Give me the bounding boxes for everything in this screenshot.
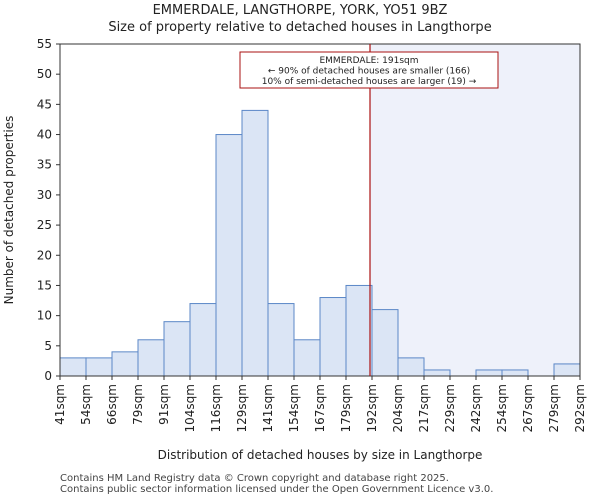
x-tick-label: 242sqm bbox=[469, 384, 483, 432]
x-tick-label: 66sqm bbox=[105, 384, 119, 425]
annotation-line: 10% of semi-detached houses are larger (… bbox=[262, 77, 477, 87]
x-tick-label: 79sqm bbox=[131, 384, 145, 425]
y-tick-label: 45 bbox=[37, 97, 52, 111]
y-tick-label: 10 bbox=[37, 309, 52, 323]
chart-subtitle: Size of property relative to detached ho… bbox=[108, 20, 492, 35]
x-tick-label: 179sqm bbox=[339, 384, 353, 432]
y-tick-label: 30 bbox=[37, 188, 52, 202]
x-tick-label: 217sqm bbox=[417, 384, 431, 432]
chart-title: EMMERDALE, LANGTHORPE, YORK, YO51 9BZ bbox=[152, 3, 448, 18]
x-axis-label: Distribution of detached houses by size … bbox=[158, 448, 483, 462]
annotation-box: EMMERDALE: 191sqm ← 90% of detached hous… bbox=[239, 51, 499, 89]
histogram-bar bbox=[345, 284, 373, 377]
y-tick-label: 15 bbox=[37, 278, 52, 292]
annotation-line: EMMERDALE: 191sqm bbox=[319, 56, 418, 66]
x-tick-label: 267sqm bbox=[521, 384, 535, 432]
histogram-bar bbox=[267, 303, 295, 377]
footer-licence: Contains public sector information licen… bbox=[60, 484, 494, 495]
histogram-bar bbox=[59, 357, 87, 377]
x-tick-label: 41sqm bbox=[53, 384, 67, 425]
highlight-region bbox=[370, 44, 580, 376]
y-axis-label: Number of detached properties bbox=[2, 116, 16, 305]
x-tick-label: 91sqm bbox=[157, 384, 171, 425]
y-tick-label: 25 bbox=[37, 218, 52, 232]
x-tick-label: 141sqm bbox=[261, 384, 275, 432]
y-tick-label: 50 bbox=[37, 67, 52, 81]
y-tick-label: 35 bbox=[37, 158, 52, 172]
y-tick-label: 55 bbox=[37, 37, 52, 51]
y-tick-label: 0 bbox=[44, 369, 52, 383]
x-tick-label: 129sqm bbox=[235, 384, 249, 432]
histogram-bar bbox=[553, 363, 581, 377]
histogram-bar bbox=[241, 109, 269, 377]
histogram-bar bbox=[85, 357, 113, 377]
histogram-bar bbox=[475, 369, 503, 377]
histogram-bar bbox=[163, 321, 191, 377]
histogram-bar bbox=[423, 369, 451, 377]
histogram-bar bbox=[137, 339, 165, 377]
histogram-bar bbox=[189, 303, 217, 377]
annotation-line: ← 90% of detached houses are smaller (16… bbox=[268, 67, 470, 77]
y-tick-label: 20 bbox=[37, 248, 52, 262]
x-tick-label: 292sqm bbox=[573, 384, 587, 432]
histogram-bar bbox=[293, 339, 321, 377]
y-tick-label: 40 bbox=[37, 128, 52, 142]
histogram-bar bbox=[215, 134, 243, 377]
x-tick-label: 192sqm bbox=[365, 384, 379, 432]
histogram-bar bbox=[397, 357, 425, 377]
x-tick-label: 254sqm bbox=[495, 384, 509, 432]
x-tick-label: 54sqm bbox=[79, 384, 93, 425]
y-tick-label: 5 bbox=[44, 339, 52, 353]
histogram-bar bbox=[371, 309, 399, 377]
footer-copyright: Contains HM Land Registry data © Crown c… bbox=[60, 473, 449, 484]
x-tick-label: 104sqm bbox=[183, 384, 197, 432]
x-tick-label: 116sqm bbox=[209, 384, 223, 432]
x-tick-label: 229sqm bbox=[443, 384, 457, 432]
x-tick-label: 154sqm bbox=[287, 384, 301, 432]
histogram-bar bbox=[111, 351, 139, 377]
x-tick-label: 279sqm bbox=[547, 384, 561, 432]
x-tick-label: 204sqm bbox=[391, 384, 405, 432]
histogram-bar bbox=[319, 297, 347, 377]
histogram-bar bbox=[501, 369, 529, 377]
x-tick-label: 167sqm bbox=[313, 384, 327, 432]
